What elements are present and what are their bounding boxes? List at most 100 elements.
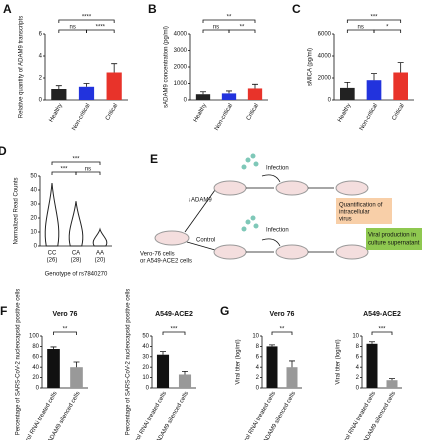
dish <box>154 230 190 246</box>
panel-letter: D <box>0 144 7 158</box>
y-tick-label: 6 <box>356 354 360 360</box>
panel-letter: E <box>150 152 158 166</box>
y-tick-label: 50 <box>142 334 149 340</box>
significance-label: *** <box>60 167 68 173</box>
dish <box>213 244 247 260</box>
chart-title: A549-ACE2 <box>363 311 401 318</box>
dish <box>335 180 369 196</box>
arrow <box>186 241 216 251</box>
panel-letter: G <box>220 304 229 318</box>
quantification-box <box>336 198 392 224</box>
virus <box>241 153 259 232</box>
error-bar <box>83 83 90 87</box>
significance-label: **** <box>82 15 92 21</box>
significance-label: *** <box>72 157 80 163</box>
y-tick-label: 6 <box>256 354 260 360</box>
chart-title: Vero 76 <box>270 311 295 318</box>
y-tick-label: 1000 <box>174 81 188 87</box>
bar <box>106 72 122 100</box>
y-axis-label: Viral titer (log/ml) <box>236 339 242 384</box>
y-tick-label: 20 <box>32 375 39 381</box>
knockdown-label: ↓ADAM9 <box>188 198 212 204</box>
y-tick-label: 30 <box>142 354 149 360</box>
significance-bracket <box>162 331 186 335</box>
y-tick-label: 0 <box>356 386 360 392</box>
y-axis-label: Normalized Read Counts <box>14 177 20 244</box>
y-tick-label: 0 <box>146 386 150 392</box>
bar <box>195 94 211 100</box>
x-tick-label: Non-critical <box>359 103 379 132</box>
y-tick-label: 0 <box>39 98 43 104</box>
y-tick-label: 2000 <box>174 65 188 71</box>
error-bar <box>200 91 206 95</box>
y-axis-label: sMICA (pg/ml) <box>308 48 314 86</box>
error-bar <box>226 90 232 94</box>
error-bar <box>252 83 258 89</box>
error-bar <box>369 341 375 344</box>
error-bar <box>55 85 62 89</box>
bar <box>366 343 378 388</box>
bar <box>51 89 67 100</box>
violin <box>92 227 108 247</box>
significance-label: ns <box>213 25 219 31</box>
bar <box>47 349 60 388</box>
y-axis-label: Percentage of SARS-CoV-2 nucleocapsid po… <box>126 289 132 435</box>
y-tick-label: 40 <box>32 365 39 371</box>
significance-label: *** <box>378 327 386 333</box>
y-tick-label: 10 <box>352 334 359 340</box>
cells-label: Vero-76 cells <box>140 252 175 258</box>
x-axis-label: Genotype of rs7840270 <box>45 272 108 278</box>
diagram-e: E Vero-76 cells or A549-ACE2 cells ↓ADAM… <box>140 152 422 265</box>
significance-bracket <box>271 331 293 335</box>
chart-title: A549-ACE2 <box>155 311 193 318</box>
y-tick-label: 2 <box>39 76 43 82</box>
y-tick-label: 2000 <box>318 76 332 82</box>
bar <box>70 367 83 388</box>
y-axis-label: sADAM9 concentration (pg/ml) <box>164 26 170 108</box>
violin <box>44 182 60 247</box>
error-bar <box>397 62 404 73</box>
y-tick-label: 100 <box>29 334 40 340</box>
y-axis-label: Viral titer (log/ml) <box>336 339 342 384</box>
significance-bracket <box>51 161 101 165</box>
significance-bracket <box>228 29 256 33</box>
significance-label: ** <box>63 327 68 333</box>
bar <box>286 367 298 388</box>
significance-label: *** <box>370 15 378 21</box>
y-tick-label: 10 <box>30 230 37 236</box>
bar <box>366 80 382 100</box>
y-tick-label: 0 <box>36 386 40 392</box>
bar <box>156 354 170 388</box>
bar <box>221 93 237 100</box>
error-bar <box>73 361 80 368</box>
y-tick-label: 4 <box>356 365 360 371</box>
significance-bracket <box>202 19 256 23</box>
error-bar <box>289 360 295 368</box>
infection-label: Infection <box>266 166 289 172</box>
y-tick-label: 0 <box>34 244 38 250</box>
x-tick-label: (26) <box>47 258 58 264</box>
x-tick-label: (20) <box>95 258 106 264</box>
panel-letter: A <box>3 2 12 16</box>
y-tick-label: 10 <box>142 375 149 381</box>
y-tick-label: 4 <box>39 54 43 60</box>
error-bar <box>50 346 57 349</box>
arrow <box>184 189 216 233</box>
production-label: culture supernatant <box>368 241 420 247</box>
arrow <box>261 238 281 247</box>
y-axis-label: Percentage of SARS-CoV-2 nucleocapsid po… <box>16 289 22 435</box>
y-tick-label: 0 <box>256 386 260 392</box>
chart-title: Vero 76 <box>53 311 78 318</box>
bar <box>386 380 398 388</box>
y-tick-label: 0 <box>328 98 332 104</box>
quantification-label: virus <box>339 217 352 223</box>
bar <box>178 374 192 388</box>
cells-label: or A549-ACE2 cells <box>140 259 192 265</box>
y-tick-label: 40 <box>142 344 149 350</box>
production-label: Viral production in <box>368 233 416 239</box>
significance-bracket <box>58 19 115 23</box>
y-tick-label: 0 <box>184 98 188 104</box>
x-tick-label: CC <box>48 251 57 257</box>
y-tick-label: 10 <box>252 334 259 340</box>
y-tick-label: 6 <box>39 32 43 38</box>
